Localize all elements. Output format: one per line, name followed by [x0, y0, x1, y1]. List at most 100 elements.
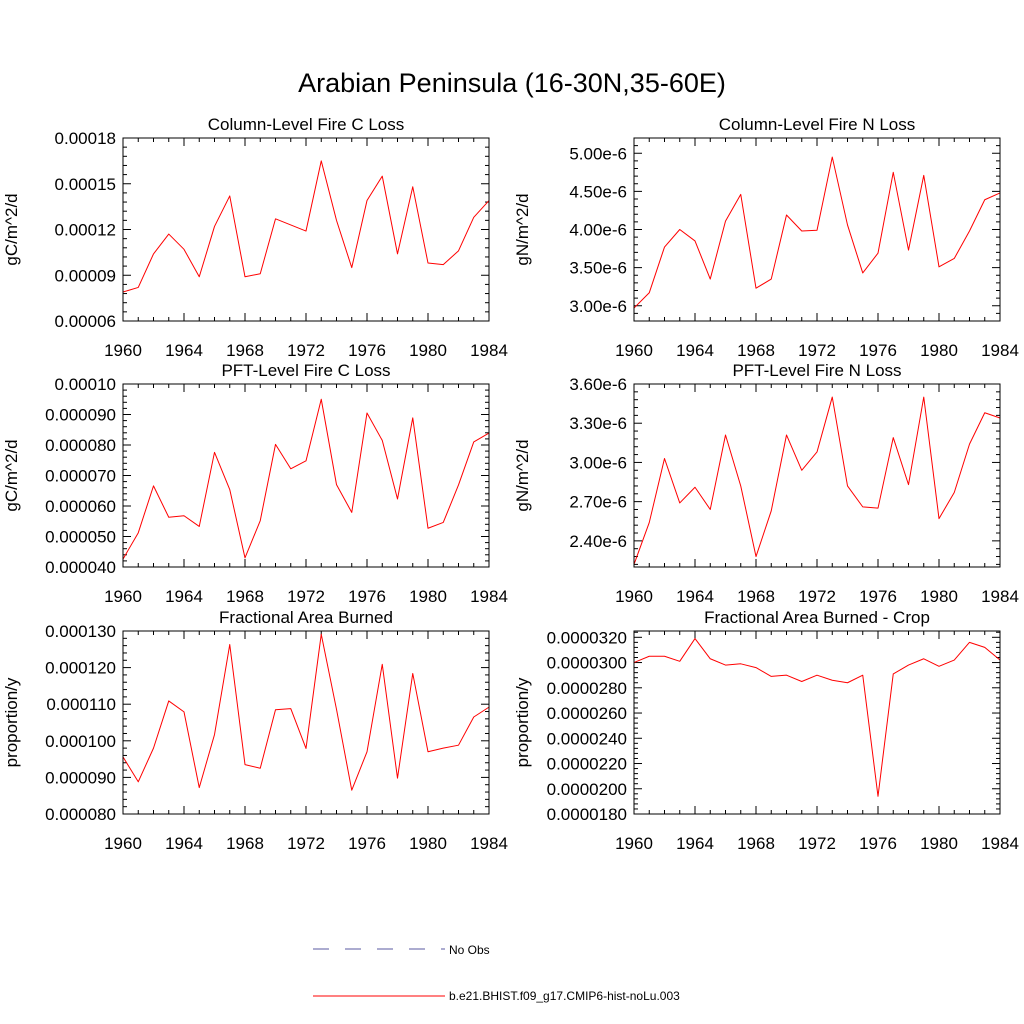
x-tick-label: 1960 — [104, 834, 142, 853]
plot-frame — [633, 383, 1001, 568]
y-axis-label: gN/m^2/d — [513, 193, 532, 265]
panel-title: Column-Level Fire N Loss — [719, 115, 916, 134]
y-axis-label: proportion/y — [2, 677, 21, 767]
panel-title: PFT-Level Fire C Loss — [221, 361, 390, 380]
series-line — [633, 156, 1001, 309]
y-tick-label: 0.0000280 — [547, 679, 627, 698]
x-tick-label: 1984 — [470, 341, 508, 360]
y-tick-label: 0.0000220 — [547, 755, 627, 774]
series-line — [122, 398, 490, 560]
y-axis-label: gC/m^2/d — [2, 439, 21, 511]
x-tick-label: 1968 — [737, 341, 775, 360]
x-tick-label: 1976 — [859, 341, 897, 360]
y-tick-label: 3.00e-6 — [569, 297, 627, 316]
x-tick-label: 1980 — [409, 341, 447, 360]
x-tick-label: 1964 — [676, 341, 714, 360]
x-tick-label: 1964 — [165, 587, 203, 606]
legend: No Obs b.e21.BHIST.f09_g17.CMIP6-hist-no… — [313, 943, 680, 1003]
y-tick-label: 4.00e-6 — [569, 221, 627, 240]
x-tick-label: 1984 — [470, 834, 508, 853]
y-tick-label: 0.00015 — [55, 175, 116, 194]
x-tick-label: 1980 — [920, 834, 958, 853]
panel-title: Column-Level Fire C Loss — [208, 115, 405, 134]
y-tick-label: 2.40e-6 — [569, 532, 627, 551]
plot-frame — [633, 137, 1001, 322]
x-tick-label: 1968 — [226, 587, 264, 606]
series-line — [633, 396, 1001, 565]
panel-2: Column-Level Fire N Loss gN/m^2/d 1960 1964… — [513, 115, 1019, 360]
y-tick-label: 2.70e-6 — [569, 493, 627, 512]
x-tick-label: 1960 — [104, 341, 142, 360]
x-tick-label: 1976 — [348, 341, 386, 360]
y-tick-label: 5.00e-6 — [569, 144, 627, 163]
y-tick-label: 0.00006 — [55, 312, 116, 331]
legend-label-no-obs: No Obs — [449, 943, 490, 957]
x-tick-label: 1960 — [104, 587, 142, 606]
y-tick-label: 0.000050 — [45, 528, 116, 547]
x-tick-label: 1964 — [165, 341, 203, 360]
x-tick-label: 1976 — [859, 834, 897, 853]
panel-5: Fractional Area Burned proportion/y 1960 19… — [2, 608, 508, 853]
y-tick-label: 3.60e-6 — [569, 375, 627, 394]
y-tick-label: 0.000090 — [45, 406, 116, 425]
x-tick-label: 1960 — [615, 587, 653, 606]
y-tick-label: 3.50e-6 — [569, 259, 627, 278]
x-tick-label: 1984 — [981, 834, 1019, 853]
x-tick-label: 1968 — [737, 587, 775, 606]
panel-title: Fractional Area Burned - Crop — [704, 608, 930, 627]
x-tick-label: 1968 — [226, 834, 264, 853]
y-tick-label: 0.000120 — [45, 659, 116, 678]
x-tick-label: 1980 — [920, 587, 958, 606]
y-axis-label: proportion/y — [513, 677, 532, 767]
x-tick-label: 1980 — [409, 834, 447, 853]
y-tick-label: 0.00010 — [55, 375, 116, 394]
y-tick-label: 0.00012 — [55, 221, 116, 240]
panel-4: PFT-Level Fire N Loss gN/m^2/d 1960 1964 196… — [513, 361, 1019, 606]
x-tick-label: 1972 — [287, 834, 325, 853]
plot-frame — [633, 630, 1001, 815]
y-axis-label: gC/m^2/d — [2, 193, 21, 265]
x-tick-label: 1972 — [798, 834, 836, 853]
figure-title: Arabian Peninsula (16-30N,35-60E) — [298, 68, 726, 98]
y-tick-label: 0.000080 — [45, 805, 116, 824]
x-tick-label: 1964 — [676, 834, 714, 853]
y-tick-label: 0.000100 — [45, 732, 116, 751]
x-tick-label: 1980 — [920, 341, 958, 360]
x-tick-label: 1972 — [287, 341, 325, 360]
y-tick-label: 0.000070 — [45, 467, 116, 486]
x-tick-label: 1972 — [798, 587, 836, 606]
series-line — [633, 638, 1001, 797]
y-tick-label: 3.00e-6 — [569, 453, 627, 472]
series-line — [122, 633, 490, 791]
y-tick-label: 0.000130 — [45, 622, 116, 641]
x-tick-label: 1984 — [981, 587, 1019, 606]
x-tick-label: 1984 — [981, 341, 1019, 360]
x-tick-label: 1984 — [470, 587, 508, 606]
y-axis-label: gN/m^2/d — [513, 439, 532, 511]
y-tick-label: 4.50e-6 — [569, 182, 627, 201]
x-tick-label: 1976 — [348, 834, 386, 853]
y-tick-label: 0.00018 — [55, 129, 116, 148]
x-tick-label: 1976 — [859, 587, 897, 606]
panel-3: PFT-Level Fire C Loss gC/m^2/d 1960 1964 196… — [2, 361, 508, 606]
panel-title: Fractional Area Burned — [219, 608, 393, 627]
x-tick-label: 1972 — [798, 341, 836, 360]
plot-frame — [122, 630, 490, 815]
y-tick-label: 0.0000180 — [547, 805, 627, 824]
x-tick-label: 1972 — [287, 587, 325, 606]
x-tick-label: 1960 — [615, 341, 653, 360]
x-tick-label: 1968 — [226, 341, 264, 360]
x-tick-label: 1960 — [615, 834, 653, 853]
y-tick-label: 0.000110 — [46, 695, 116, 714]
plot-frame — [122, 383, 490, 568]
y-tick-label: 0.0000300 — [547, 654, 627, 673]
x-tick-label: 1964 — [676, 587, 714, 606]
y-tick-label: 0.000080 — [45, 436, 116, 455]
y-tick-label: 3.30e-6 — [569, 414, 627, 433]
x-tick-label: 1976 — [348, 587, 386, 606]
y-tick-label: 0.000040 — [45, 558, 116, 577]
x-tick-label: 1968 — [737, 834, 775, 853]
series-line — [122, 160, 490, 293]
y-tick-label: 0.000090 — [45, 768, 116, 787]
